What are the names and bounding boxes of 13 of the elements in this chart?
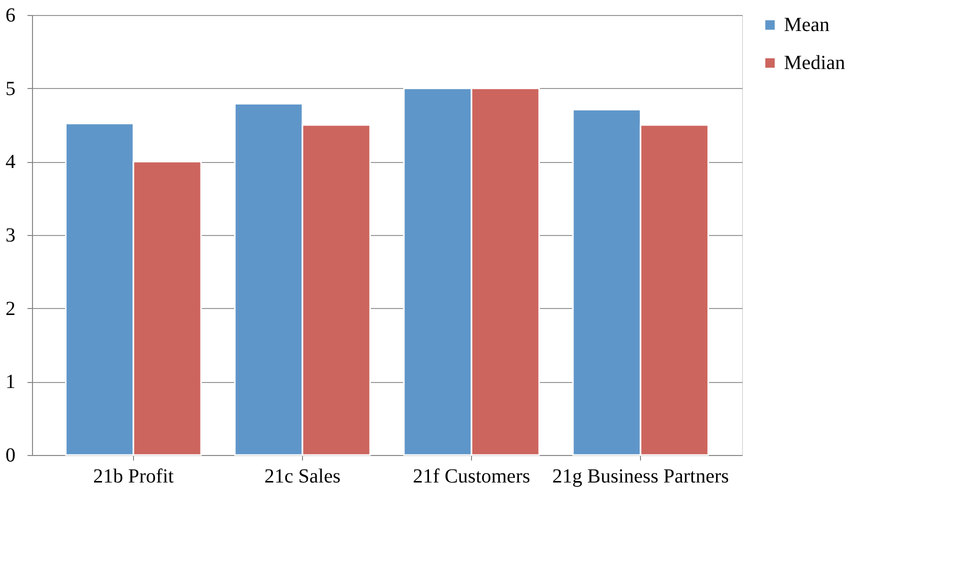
y-tick-label: 1	[6, 371, 16, 394]
y-tick-label: 2	[6, 298, 16, 320]
x-tick-label: 21g Business Partners	[552, 466, 730, 488]
y-tick-label: 0	[6, 444, 16, 466]
y-tick-label: 4	[6, 151, 16, 174]
y-tick-label: 3	[6, 224, 16, 246]
legend-label: Median	[784, 52, 846, 74]
legend-label: Mean	[784, 14, 830, 36]
y-tick-label: 6	[6, 4, 16, 26]
x-tick-label: 21b Profit	[93, 466, 174, 488]
x-tick-label: 21c Sales	[264, 466, 341, 488]
x-tick-label: 21f Customers	[412, 466, 530, 488]
y-tick-label: 5	[6, 78, 16, 100]
